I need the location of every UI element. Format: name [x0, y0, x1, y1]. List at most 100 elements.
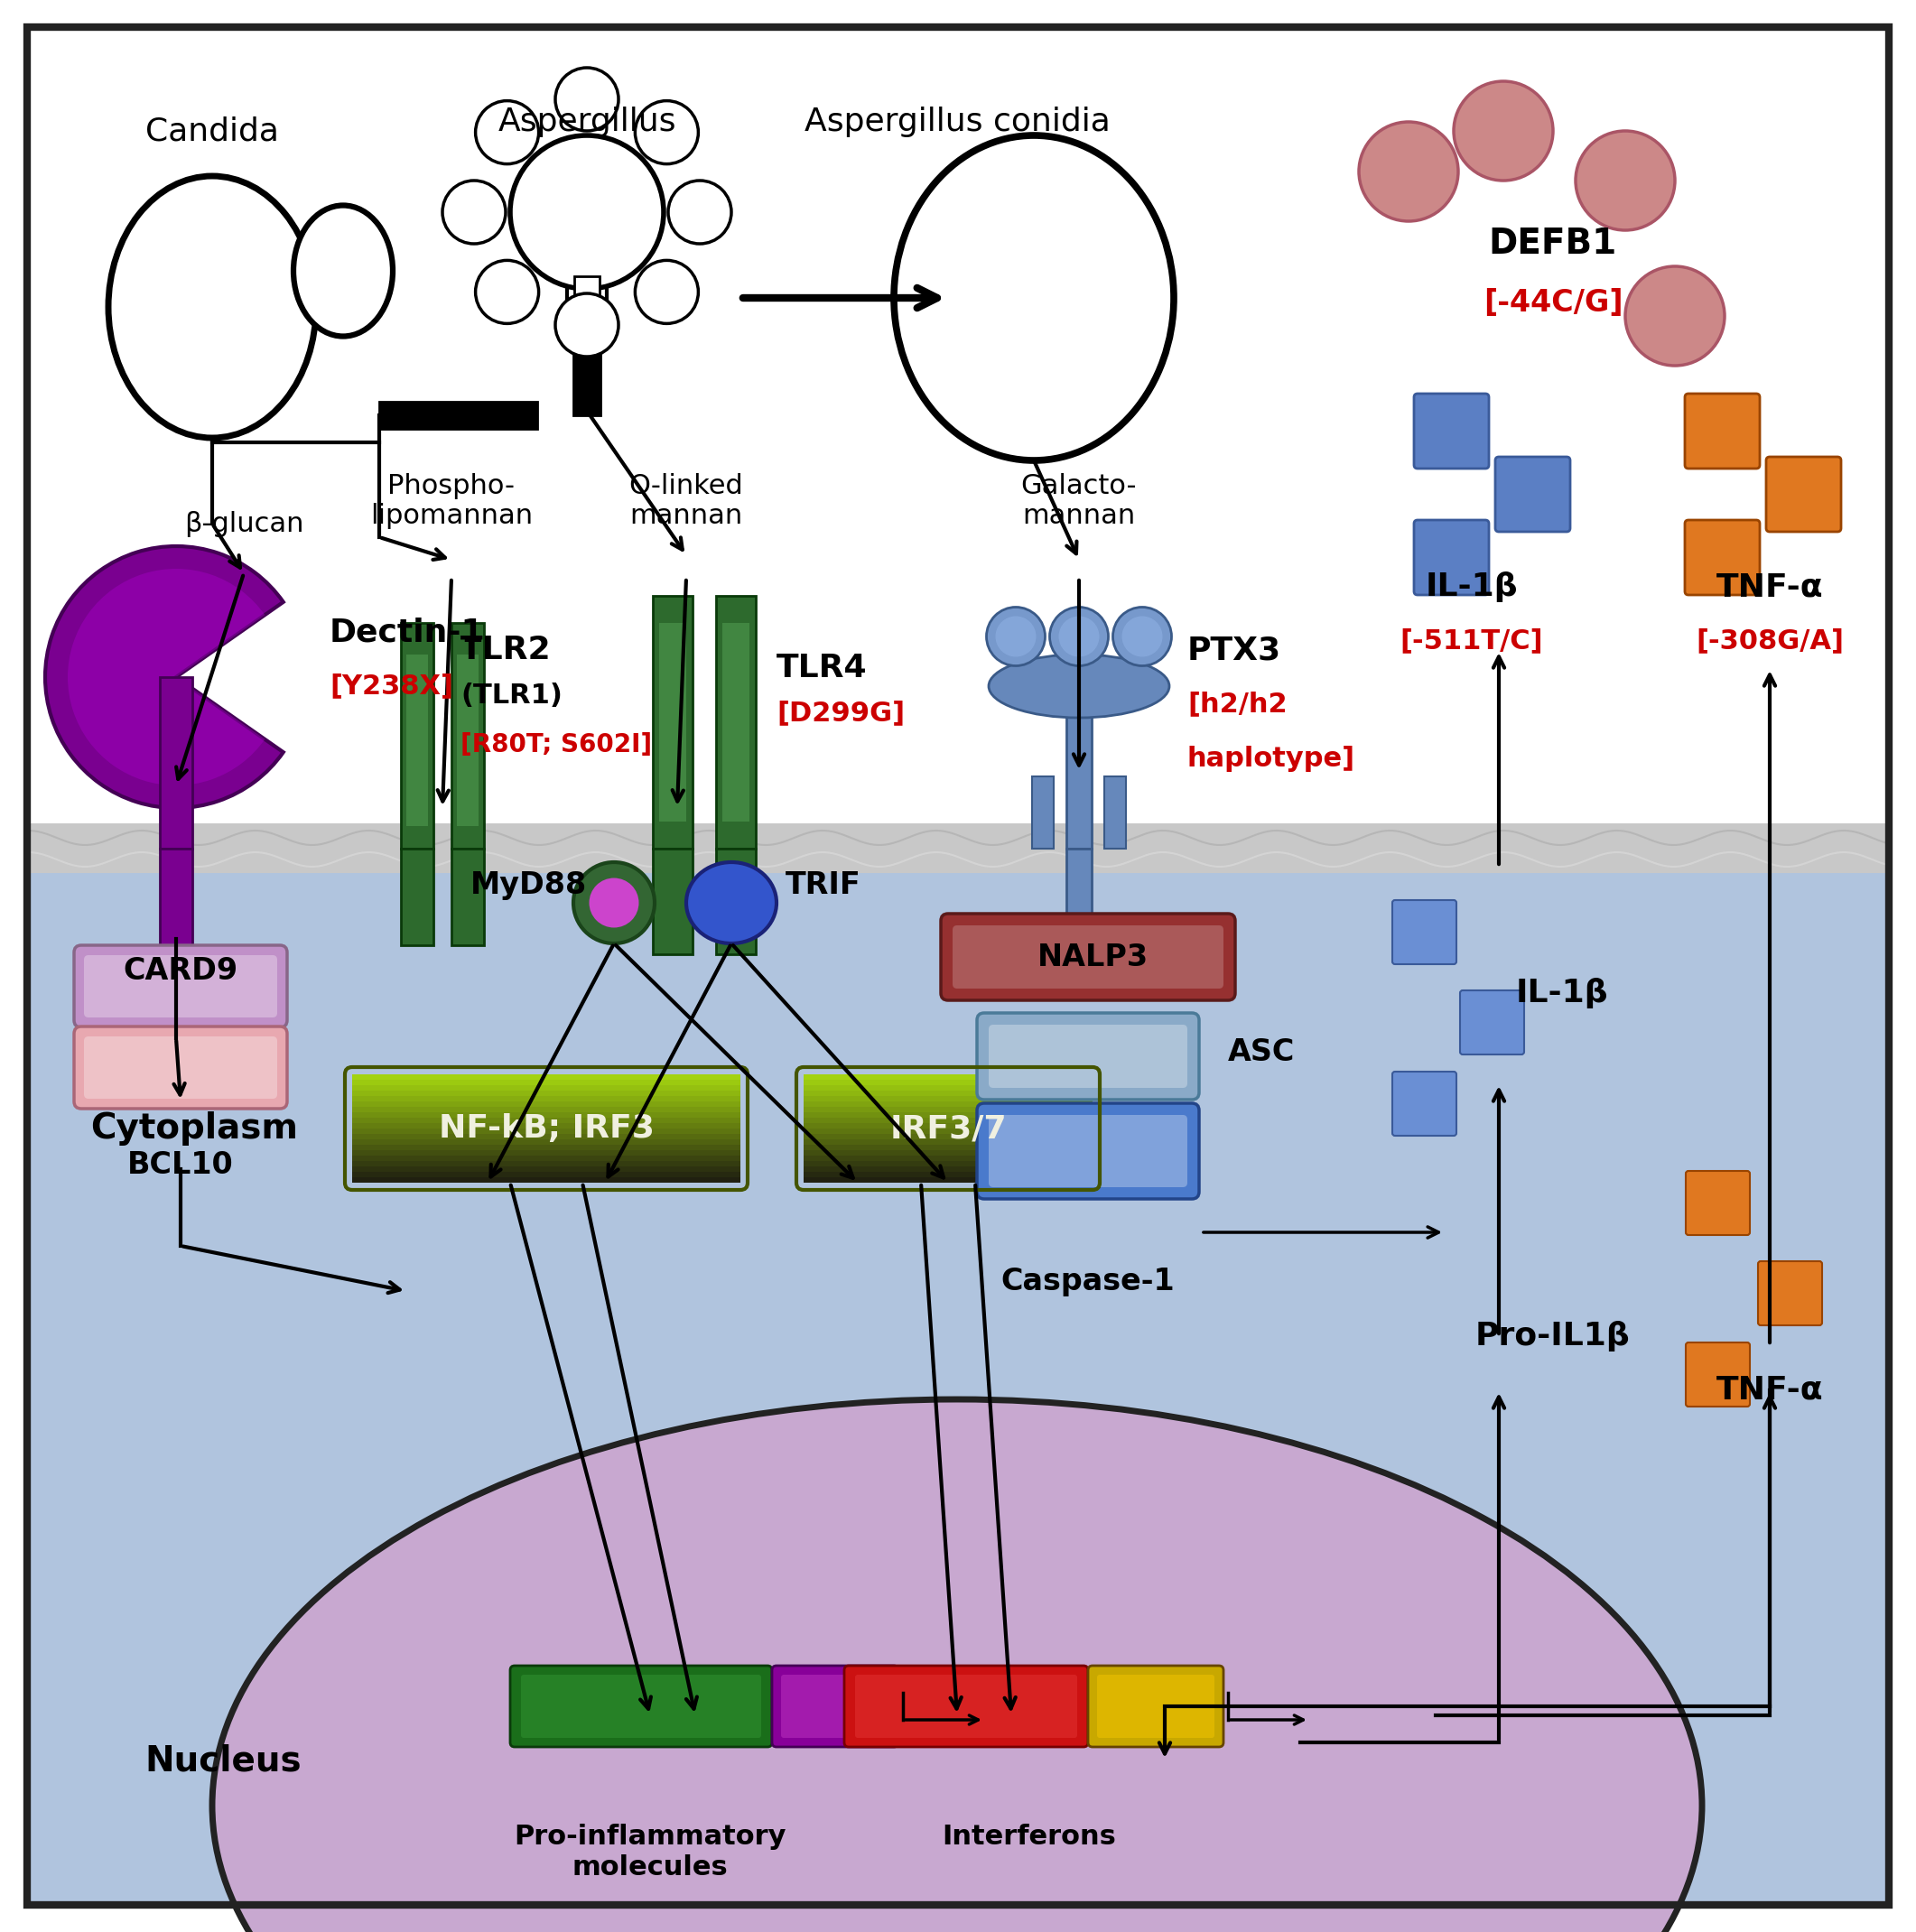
Text: β-glucan: β-glucan	[184, 510, 303, 537]
Bar	[353, 1090, 740, 1095]
FancyBboxPatch shape	[941, 914, 1236, 1001]
Bar	[400, 622, 433, 848]
Text: BCL10: BCL10	[128, 1150, 234, 1180]
Bar	[803, 1101, 1092, 1107]
FancyBboxPatch shape	[1684, 520, 1759, 595]
Ellipse shape	[475, 100, 538, 164]
Text: TNF-α: TNF-α	[1717, 572, 1824, 603]
Ellipse shape	[634, 100, 697, 164]
FancyBboxPatch shape	[1088, 1665, 1224, 1747]
FancyBboxPatch shape	[855, 1675, 1077, 1739]
Text: TRIF: TRIF	[786, 869, 860, 900]
Ellipse shape	[1060, 616, 1100, 657]
Ellipse shape	[573, 862, 655, 943]
Bar	[803, 1128, 1092, 1134]
Bar	[803, 1122, 1092, 1128]
FancyBboxPatch shape	[1098, 1675, 1215, 1739]
Text: Cytoplasm: Cytoplasm	[90, 1111, 299, 1146]
FancyBboxPatch shape	[75, 1026, 287, 1109]
Text: PTX3: PTX3	[1188, 636, 1282, 665]
Bar	[803, 1086, 1092, 1090]
Bar	[400, 848, 433, 945]
Text: Dectin-1: Dectin-1	[330, 616, 485, 647]
Bar	[27, 27, 1889, 848]
Bar	[353, 1095, 740, 1101]
Text: Caspase-1: Caspase-1	[1000, 1267, 1175, 1296]
Text: IRF3/7: IRF3/7	[889, 1113, 1006, 1144]
Ellipse shape	[556, 68, 619, 131]
Ellipse shape	[634, 261, 697, 323]
Bar	[353, 1155, 740, 1161]
Text: Aspergillus: Aspergillus	[498, 106, 676, 137]
Bar	[567, 269, 607, 309]
FancyBboxPatch shape	[1494, 456, 1571, 531]
Ellipse shape	[996, 616, 1037, 657]
Wedge shape	[67, 568, 264, 786]
Bar	[353, 1101, 740, 1107]
Bar	[452, 622, 485, 848]
Text: TLR2: TLR2	[460, 636, 552, 665]
FancyBboxPatch shape	[845, 1665, 1088, 1747]
Bar	[803, 1177, 1092, 1182]
Ellipse shape	[1575, 131, 1675, 230]
Bar	[803, 1146, 1092, 1150]
Bar	[803, 1155, 1092, 1161]
Bar	[456, 655, 479, 827]
Bar	[27, 848, 1889, 1905]
Bar	[353, 1113, 740, 1119]
Bar	[353, 1074, 740, 1080]
Bar	[353, 1128, 740, 1134]
FancyBboxPatch shape	[1686, 1343, 1749, 1406]
Bar	[353, 1140, 740, 1146]
Ellipse shape	[109, 176, 316, 439]
FancyBboxPatch shape	[989, 1024, 1188, 1088]
Text: O-linked
mannan: O-linked mannan	[628, 473, 743, 529]
FancyBboxPatch shape	[782, 1675, 889, 1739]
Bar	[379, 402, 536, 429]
Text: [h2/h2: [h2/h2	[1188, 692, 1288, 717]
Bar	[353, 1167, 740, 1173]
Bar	[573, 298, 600, 415]
Ellipse shape	[895, 135, 1175, 460]
Text: [-308G/A]: [-308G/A]	[1696, 628, 1843, 655]
Text: (TLR1): (TLR1)	[460, 682, 563, 709]
Bar	[803, 1134, 1092, 1140]
FancyBboxPatch shape	[84, 1036, 278, 1099]
Text: IL-1β: IL-1β	[1516, 978, 1608, 1009]
Text: haplotype]: haplotype]	[1188, 746, 1355, 771]
Bar	[353, 1122, 740, 1128]
Bar	[803, 1161, 1092, 1167]
Ellipse shape	[443, 180, 506, 243]
Ellipse shape	[669, 180, 732, 243]
FancyBboxPatch shape	[1684, 394, 1759, 469]
FancyBboxPatch shape	[84, 954, 278, 1018]
Bar	[159, 676, 192, 848]
Bar	[1033, 777, 1054, 848]
Ellipse shape	[588, 877, 638, 927]
Text: NALP3: NALP3	[1037, 943, 1148, 972]
Text: Candida: Candida	[146, 116, 280, 147]
Bar	[717, 595, 755, 848]
Ellipse shape	[556, 294, 619, 357]
Ellipse shape	[1050, 607, 1107, 667]
Text: Phospho-
lipomannan: Phospho- lipomannan	[370, 473, 533, 529]
Bar	[803, 1173, 1092, 1177]
Ellipse shape	[293, 205, 393, 336]
FancyBboxPatch shape	[1393, 1072, 1456, 1136]
FancyBboxPatch shape	[521, 1675, 761, 1739]
Text: [-511T/C]: [-511T/C]	[1401, 628, 1544, 655]
Text: ASC: ASC	[1228, 1037, 1295, 1066]
Text: DEFB1: DEFB1	[1489, 226, 1617, 261]
Ellipse shape	[989, 655, 1169, 717]
FancyBboxPatch shape	[952, 925, 1224, 989]
Text: NF-kB; IRF3: NF-kB; IRF3	[439, 1113, 653, 1144]
Bar	[353, 1161, 740, 1167]
Bar	[159, 848, 192, 945]
Bar	[803, 1167, 1092, 1173]
Text: [D299G]: [D299G]	[776, 699, 904, 726]
Bar	[803, 1080, 1092, 1086]
Bar	[803, 1095, 1092, 1101]
Text: Interferons: Interferons	[943, 1824, 1117, 1849]
FancyBboxPatch shape	[75, 945, 287, 1028]
Bar	[803, 1090, 1092, 1095]
